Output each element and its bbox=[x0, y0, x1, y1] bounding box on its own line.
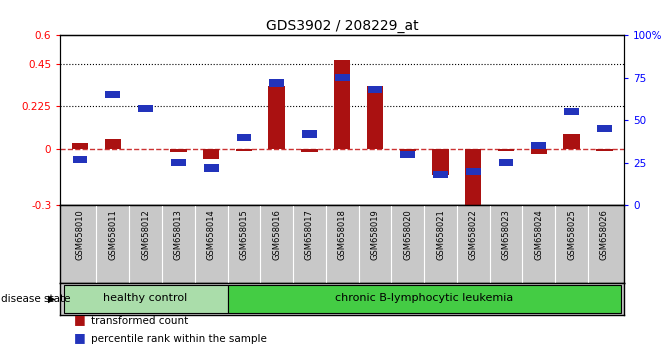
Text: GSM658010: GSM658010 bbox=[76, 209, 85, 260]
Bar bbox=[105, 91, 120, 98]
Bar bbox=[596, 149, 613, 150]
Text: GSM658017: GSM658017 bbox=[305, 209, 314, 260]
Bar bbox=[72, 143, 89, 149]
Text: GSM658025: GSM658025 bbox=[567, 209, 576, 260]
Bar bbox=[302, 130, 317, 138]
Bar bbox=[335, 74, 350, 81]
Bar bbox=[269, 79, 284, 87]
Text: GSM658014: GSM658014 bbox=[207, 209, 215, 260]
Bar bbox=[498, 149, 514, 150]
Bar bbox=[499, 159, 513, 166]
Bar bbox=[204, 164, 219, 172]
Text: GSM658023: GSM658023 bbox=[501, 209, 511, 260]
Text: GSM658012: GSM658012 bbox=[141, 209, 150, 260]
Bar bbox=[268, 86, 285, 149]
Bar bbox=[170, 149, 187, 153]
Text: GSM658011: GSM658011 bbox=[108, 209, 117, 260]
Bar bbox=[401, 151, 415, 158]
Text: GSM658016: GSM658016 bbox=[272, 209, 281, 260]
Text: healthy control: healthy control bbox=[103, 293, 188, 303]
Bar bbox=[203, 149, 219, 159]
Bar bbox=[564, 133, 580, 149]
Bar bbox=[105, 139, 121, 149]
Text: GSM658024: GSM658024 bbox=[534, 209, 544, 260]
Bar bbox=[399, 149, 416, 150]
Text: disease state: disease state bbox=[1, 294, 71, 304]
Bar bbox=[138, 105, 153, 112]
Title: GDS3902 / 208229_at: GDS3902 / 208229_at bbox=[266, 19, 419, 33]
Text: ■: ■ bbox=[74, 313, 86, 326]
Text: GSM658022: GSM658022 bbox=[469, 209, 478, 260]
Text: GSM658021: GSM658021 bbox=[436, 209, 445, 260]
Bar bbox=[465, 149, 482, 207]
Bar bbox=[236, 149, 252, 150]
Bar bbox=[171, 159, 186, 166]
FancyBboxPatch shape bbox=[227, 285, 621, 314]
Bar bbox=[531, 149, 547, 154]
Text: transformed count: transformed count bbox=[91, 316, 188, 326]
Bar bbox=[367, 86, 383, 149]
Bar bbox=[368, 86, 382, 93]
Bar bbox=[432, 149, 449, 175]
Text: percentile rank within the sample: percentile rank within the sample bbox=[91, 333, 266, 344]
Bar bbox=[597, 125, 612, 132]
Bar bbox=[564, 108, 579, 115]
Text: GSM658026: GSM658026 bbox=[600, 209, 609, 260]
Bar bbox=[433, 171, 448, 178]
FancyBboxPatch shape bbox=[64, 285, 227, 314]
Bar bbox=[466, 168, 480, 175]
Bar bbox=[301, 149, 317, 153]
Text: GSM658013: GSM658013 bbox=[174, 209, 183, 260]
Text: GSM658019: GSM658019 bbox=[370, 209, 380, 260]
Bar bbox=[72, 156, 87, 163]
Bar bbox=[334, 60, 350, 149]
Text: GSM658015: GSM658015 bbox=[240, 209, 248, 260]
Bar bbox=[236, 134, 251, 141]
Text: ■: ■ bbox=[74, 331, 86, 344]
Text: GSM658020: GSM658020 bbox=[403, 209, 412, 260]
Text: ▶: ▶ bbox=[48, 294, 56, 304]
Text: chronic B-lymphocytic leukemia: chronic B-lymphocytic leukemia bbox=[335, 293, 513, 303]
Bar bbox=[531, 142, 546, 149]
Text: GSM658018: GSM658018 bbox=[338, 209, 347, 260]
